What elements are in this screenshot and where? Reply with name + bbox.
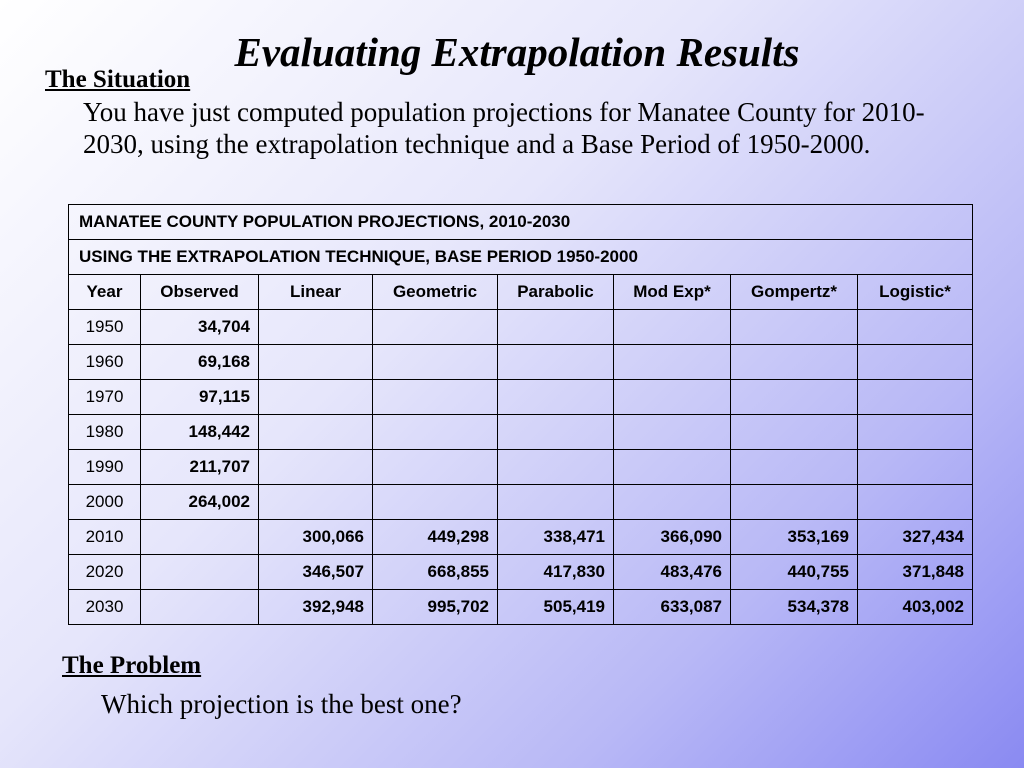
table-cell-value	[372, 414, 498, 450]
column-header-logistic: Logistic*	[857, 274, 973, 310]
table-cell-value	[372, 484, 498, 520]
column-header-mod-exp: Mod Exp*	[613, 274, 731, 310]
table-cell-value: 34,704	[140, 309, 259, 345]
table-cell-value: 353,169	[730, 519, 858, 555]
table-cell-value	[730, 484, 858, 520]
column-header-gompertz: Gompertz*	[730, 274, 858, 310]
table-cell-value	[857, 344, 973, 380]
projections-table: MANATEE COUNTY POPULATION PROJECTIONS, 2…	[68, 204, 973, 625]
table-row: 1980 148,442	[68, 414, 973, 450]
table-cell-value: 211,707	[140, 449, 259, 485]
slide-title: Evaluating Extrapolation Results	[234, 29, 800, 75]
column-header-geometric: Geometric	[372, 274, 498, 310]
table-header-row: Year Observed Linear Geometric Parabolic…	[68, 274, 973, 310]
problem-text: Which projection is the best one?	[101, 689, 462, 719]
table-cell-year: 1980	[68, 414, 141, 450]
situation-text: You have just computed population projec…	[83, 97, 925, 159]
table-row: 1990 211,707	[68, 449, 973, 485]
table-cell-value	[258, 414, 373, 450]
table-cell-value	[258, 344, 373, 380]
table-cell-value	[730, 344, 858, 380]
table-cell-value	[613, 309, 731, 345]
table-cell-value: 668,855	[372, 554, 498, 590]
table-cell-value	[730, 449, 858, 485]
table-cell-value: 633,087	[613, 589, 731, 625]
table-cell-year: 1960	[68, 344, 141, 380]
table-cell-value	[258, 484, 373, 520]
table-cell-value	[613, 379, 731, 415]
table-cell-value	[857, 379, 973, 415]
table-cell-value	[140, 519, 259, 555]
column-header-parabolic: Parabolic	[497, 274, 614, 310]
table-cell-value	[140, 589, 259, 625]
table-row: 2000 264,002	[68, 484, 973, 520]
column-header-year: Year	[68, 274, 141, 310]
table-row: 1970 97,115	[68, 379, 973, 415]
table-cell-value	[730, 414, 858, 450]
table-cell-value: 338,471	[497, 519, 614, 555]
table-cell-value	[372, 309, 498, 345]
table-cell-value: 371,848	[857, 554, 973, 590]
table-row: 2030 392,948 995,702 505,419 633,087 534,378 4…	[68, 589, 973, 625]
table-cell-value	[857, 484, 973, 520]
table-cell-value	[497, 484, 614, 520]
table-cell-value: 449,298	[372, 519, 498, 555]
table-cell-value	[613, 414, 731, 450]
table-cell-value	[730, 379, 858, 415]
table-cell-value: 440,755	[730, 554, 858, 590]
table-cell-value: 97,115	[140, 379, 259, 415]
table-cell-value	[857, 449, 973, 485]
table-cell-value: 264,002	[140, 484, 259, 520]
table-cell-year: 1970	[68, 379, 141, 415]
situation-heading: The Situation	[45, 66, 191, 93]
table-cell-value: 148,442	[140, 414, 259, 450]
column-header-linear: Linear	[258, 274, 373, 310]
table-cell-value	[613, 484, 731, 520]
table-cell-value	[730, 309, 858, 345]
table-cell-value	[372, 449, 498, 485]
table-cell-year: 2000	[68, 484, 141, 520]
table-cell-value: 346,507	[258, 554, 373, 590]
table-row: 2020 346,507 668,855 417,830 483,476 440,755 3…	[68, 554, 973, 590]
table-cell-value: 300,066	[258, 519, 373, 555]
table-cell-value	[497, 449, 614, 485]
table-banner-title: MANATEE COUNTY POPULATION PROJECTIONS, 2…	[68, 204, 973, 240]
column-header-observed: Observed	[140, 274, 259, 310]
table-cell-value: 534,378	[730, 589, 858, 625]
table-cell-value	[372, 344, 498, 380]
table-cell-value	[497, 344, 614, 380]
table-row: 2010 300,066 449,298 338,471 366,090 353,169 3…	[68, 519, 973, 555]
table-cell-value: 392,948	[258, 589, 373, 625]
table-cell-value	[497, 414, 614, 450]
table-cell-year: 2030	[68, 589, 141, 625]
table-cell-year: 2020	[68, 554, 141, 590]
table-cell-value: 417,830	[497, 554, 614, 590]
table-cell-value: 505,419	[497, 589, 614, 625]
table-cell-value	[857, 414, 973, 450]
table-banner-subtitle: USING THE EXTRAPOLATION TECHNIQUE, BASE …	[68, 239, 973, 275]
table-cell-year: 2010	[68, 519, 141, 555]
table-row: 1950 34,704	[68, 309, 973, 345]
table-cell-year: 1990	[68, 449, 141, 485]
table-cell-value: 995,702	[372, 589, 498, 625]
table-cell-value	[372, 379, 498, 415]
table-cell-value: 366,090	[613, 519, 731, 555]
table-cell-value: 69,168	[140, 344, 259, 380]
table-cell-year: 1950	[68, 309, 141, 345]
table-cell-value	[613, 344, 731, 380]
table-cell-value	[258, 449, 373, 485]
table-cell-value	[258, 309, 373, 345]
table-cell-value	[857, 309, 973, 345]
table-row: 1960 69,168	[68, 344, 973, 380]
table-cell-value: 483,476	[613, 554, 731, 590]
table-cell-value	[258, 379, 373, 415]
table-cell-value: 403,002	[857, 589, 973, 625]
table-cell-value	[140, 554, 259, 590]
table-cell-value: 327,434	[857, 519, 973, 555]
table-cell-value	[497, 379, 614, 415]
projections-table-wrapper: MANATEE COUNTY POPULATION PROJECTIONS, 2…	[68, 204, 973, 625]
problem-heading: The Problem	[62, 652, 202, 679]
table-cell-value	[613, 449, 731, 485]
table-cell-value	[497, 309, 614, 345]
